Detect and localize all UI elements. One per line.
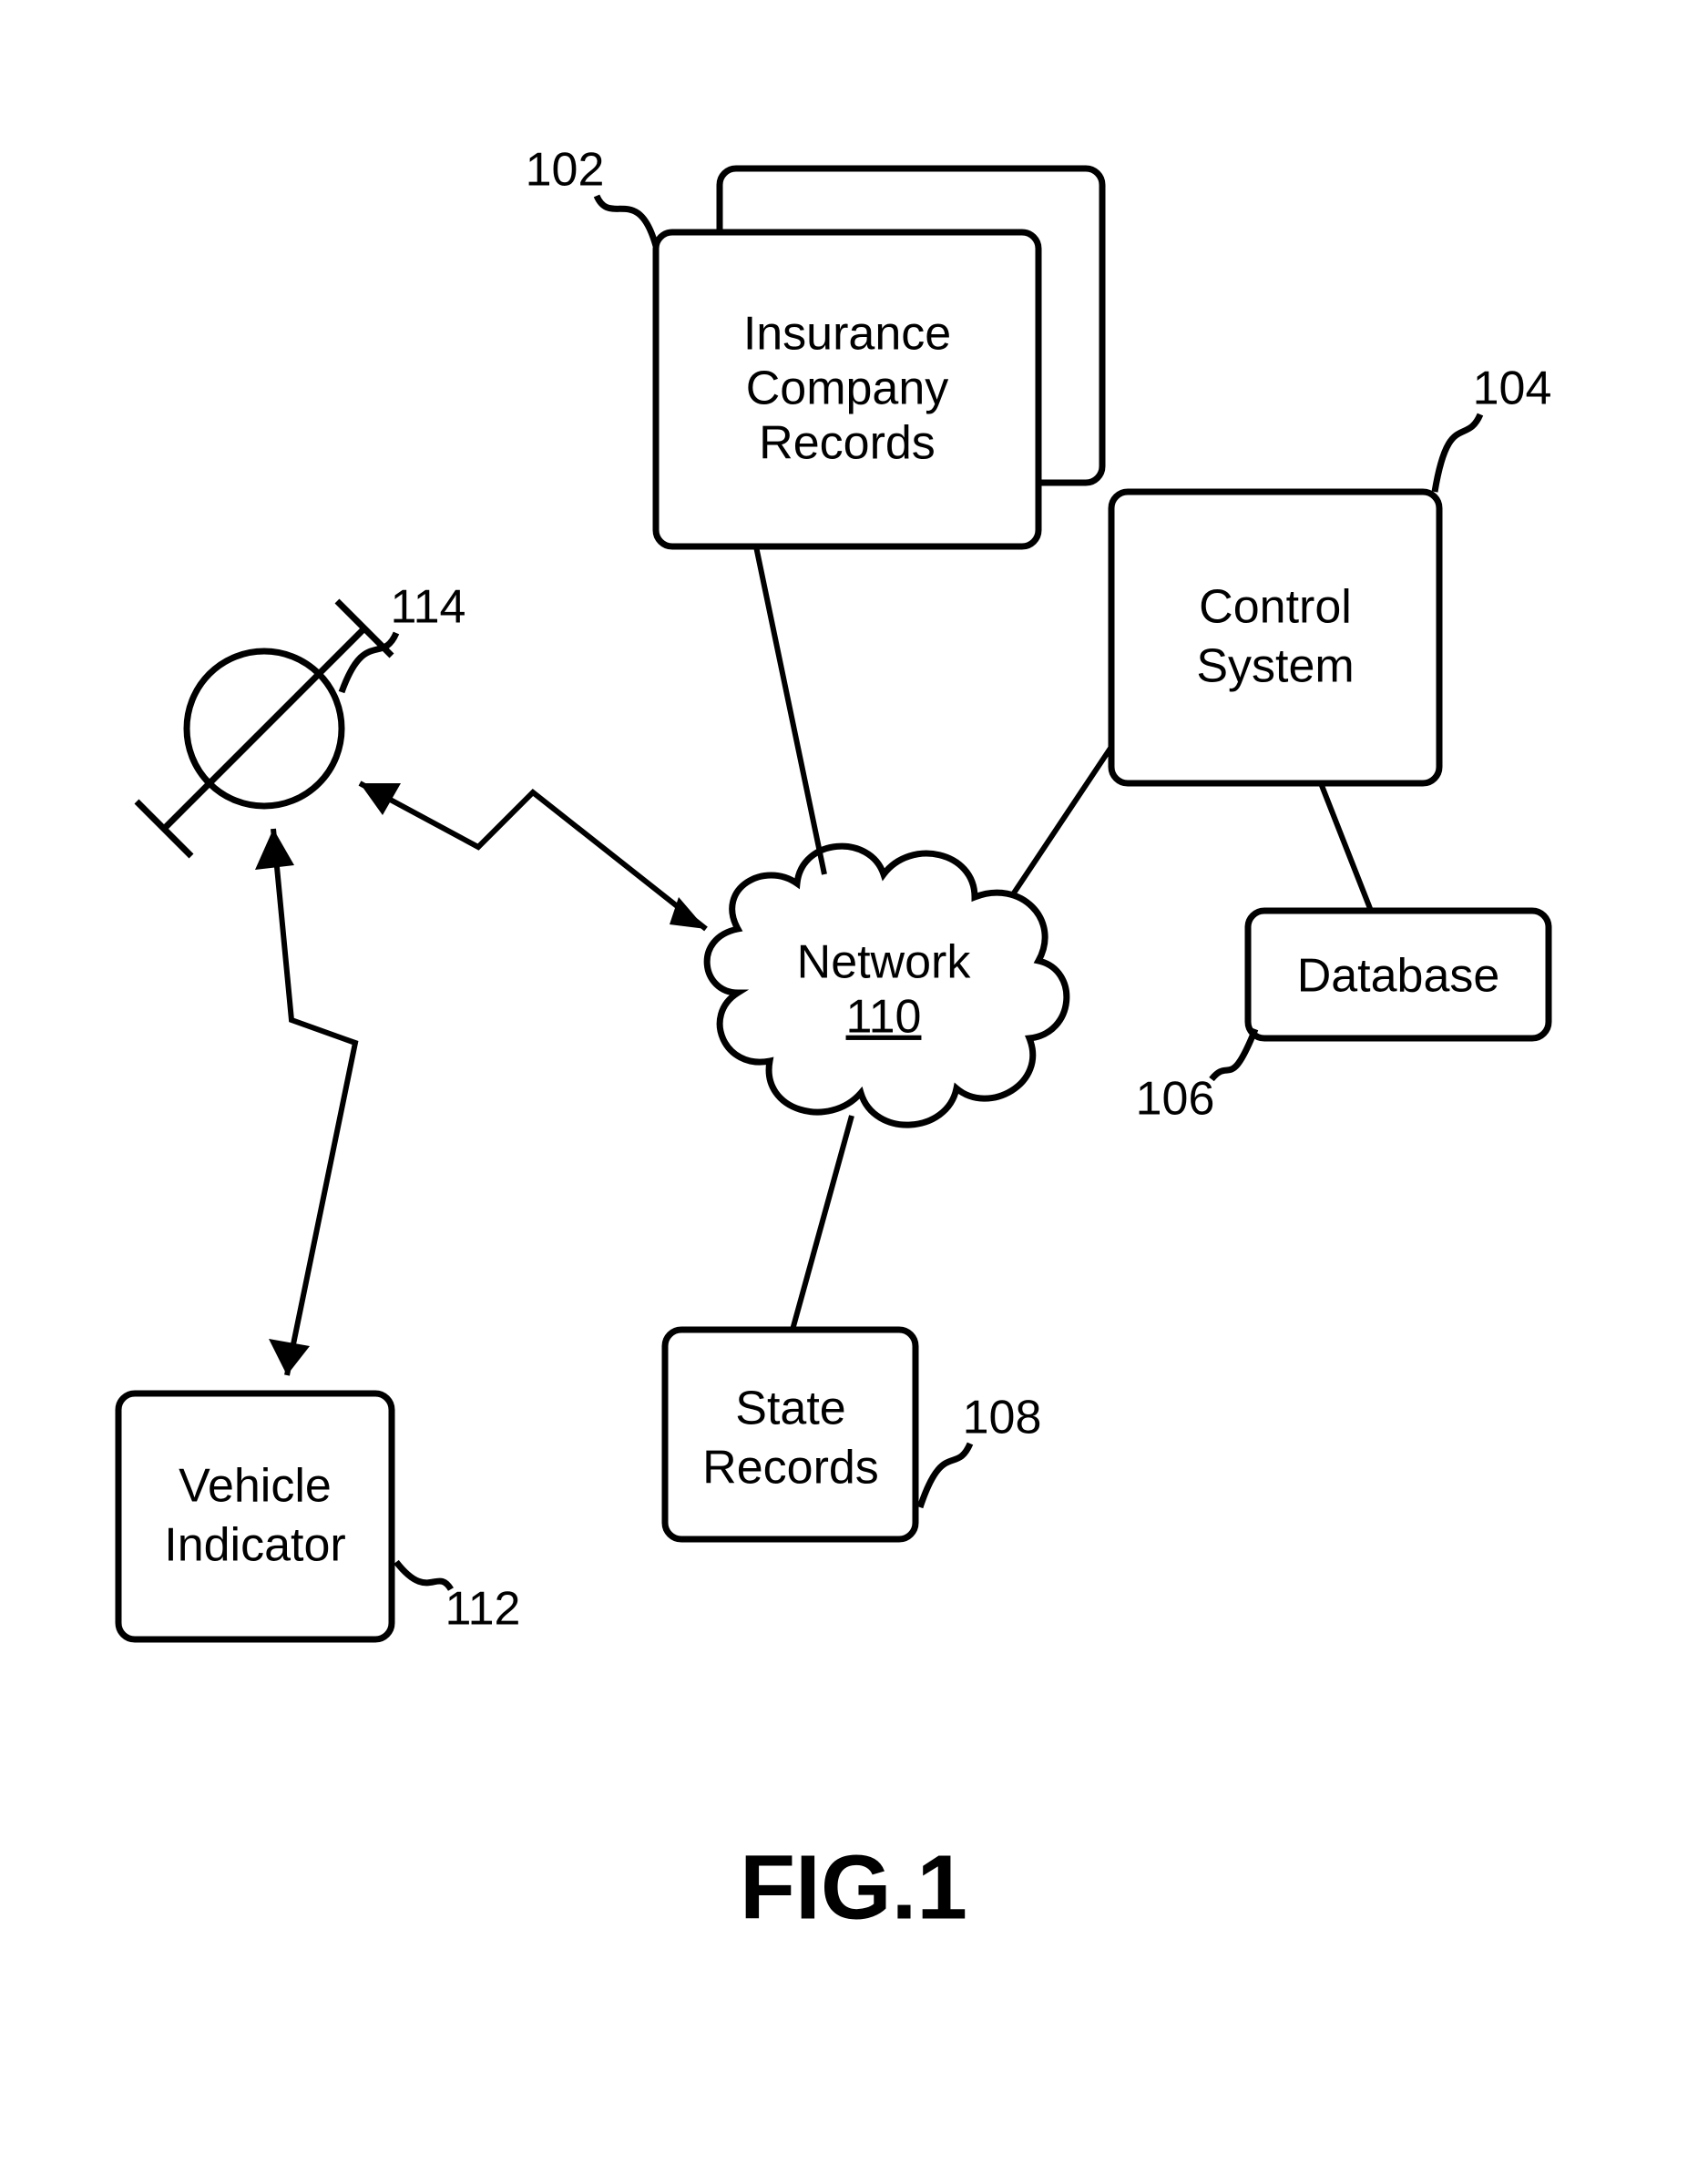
svg-text:112: 112 [445,1583,521,1636]
node-database: Database [1248,911,1549,1038]
edge-insurance-network [756,546,824,874]
network-label: Network [797,936,972,989]
ref-112: 112 [396,1562,520,1636]
network-ref: 110 [846,991,922,1044]
svg-text:114: 114 [391,581,466,634]
svg-text:106: 106 [1136,1073,1215,1126]
edge-satellite-network [360,783,706,929]
vehicle-indicator-label-2: Indicator [164,1519,345,1572]
node-insurance-records: Insurance Company Records [656,168,1102,546]
node-satellite [137,601,392,856]
svg-text:102: 102 [526,144,605,197]
state-records-label-1: State [735,1383,845,1435]
ref-104: 104 [1435,362,1551,492]
ref-106: 106 [1136,1029,1255,1126]
diagram-canvas: Insurance Company Records 102 Control Sy… [0,0,1708,2184]
control-system-label-2: System [1196,640,1354,693]
state-records-label-2: Records [702,1442,879,1495]
database-label: Database [1297,950,1500,1003]
edge-control-database [1321,783,1371,911]
ref-102: 102 [526,144,656,246]
svg-text:108: 108 [963,1392,1042,1444]
insurance-records-label-3: Records [759,417,936,470]
node-state-records: State Records [665,1330,915,1539]
svg-text:104: 104 [1473,362,1552,415]
vehicle-indicator-label-1: Vehicle [179,1460,332,1513]
insurance-records-label-1: Insurance [743,308,951,361]
edge-control-network [1011,747,1111,897]
control-system-label-1: Control [1199,581,1352,634]
figure-label: FIG.1 [740,1836,967,1938]
insurance-records-label-2: Company [746,362,949,415]
edge-state-network [793,1116,852,1330]
node-vehicle-indicator: Vehicle Indicator [118,1393,392,1639]
edge-satellite-vehicle [255,829,355,1375]
node-control-system: Control System [1111,492,1439,783]
node-network: Network 110 [707,846,1067,1125]
ref-108: 108 [920,1392,1041,1507]
